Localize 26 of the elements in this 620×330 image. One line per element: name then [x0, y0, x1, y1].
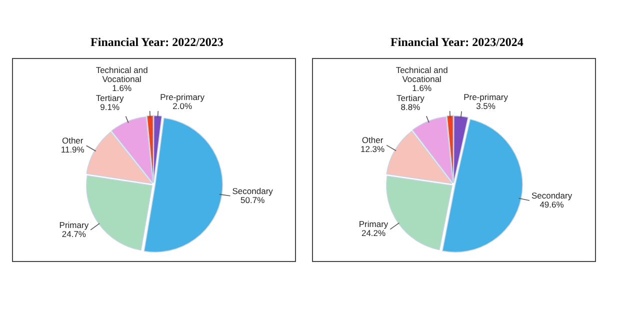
chart-title: Financial Year: 2022/2023: [90, 34, 224, 50]
data-label: 24.2%: [361, 228, 386, 238]
data-label: 2.0%: [172, 100, 192, 111]
chart-title: Financial Year: 2023/2024: [390, 34, 524, 50]
slice-label: Tertiary: [96, 93, 125, 104]
data-label: 8.8%: [400, 102, 421, 112]
slice-label: Primary: [59, 220, 90, 230]
data-label: 1.6%: [412, 82, 432, 93]
slice-label: Other: [362, 135, 384, 146]
data-label: 9.1%: [100, 102, 120, 112]
slice-label: Primary: [358, 219, 389, 230]
slice-label: Technical and Vocational: [96, 65, 148, 84]
slice-label: Secondary: [232, 186, 274, 196]
data-label: 1.6%: [112, 83, 132, 94]
data-label: 3.5%: [476, 101, 496, 112]
slice-label: Pre-primary: [160, 92, 206, 102]
slice-label: Pre-primary: [464, 92, 509, 102]
slice-label: Other: [62, 135, 84, 146]
data-label: 24.7%: [62, 228, 86, 239]
slice-label: Technical and Vocational: [396, 64, 448, 84]
data-label: 49.6%: [540, 199, 564, 210]
slice-label: Tertiary: [396, 92, 426, 103]
data-label: 50.7%: [240, 194, 266, 205]
slice-label: Secondary: [531, 190, 573, 200]
data-label: 11.9%: [60, 144, 85, 154]
data-label: 12.3%: [360, 144, 386, 154]
